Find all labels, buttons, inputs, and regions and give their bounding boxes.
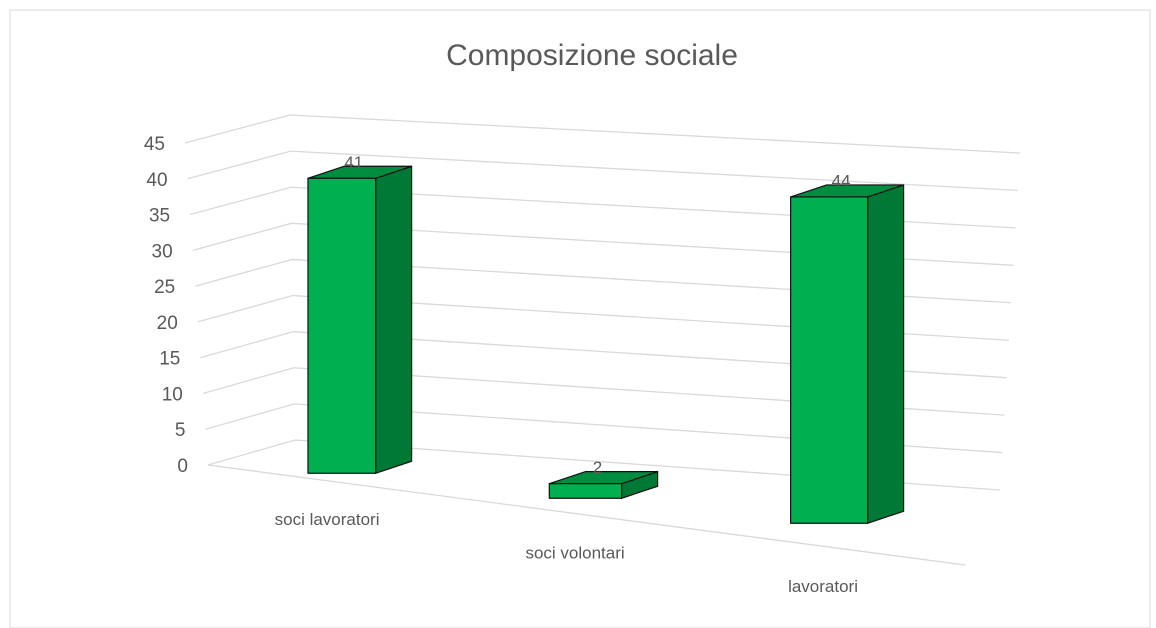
- grid-line: [207, 439, 1001, 491]
- y-tick-label: 25: [154, 277, 175, 298]
- value-label: 41: [344, 153, 363, 172]
- y-tick-label: 20: [157, 313, 178, 334]
- value-label: 44: [832, 171, 851, 190]
- bar-side: [375, 165, 413, 474]
- bar-side: [866, 184, 905, 524]
- chart-title: Composizione sociale: [446, 39, 738, 72]
- bar: [548, 483, 623, 499]
- y-tick-label: 30: [152, 241, 173, 262]
- bar: [790, 196, 869, 524]
- grid-line: [202, 367, 1005, 416]
- grid-line: [189, 186, 1016, 229]
- floor-edge: [207, 464, 966, 566]
- grid-line: [184, 114, 1021, 154]
- grid-line: [205, 403, 1003, 454]
- grid-line: [195, 258, 1012, 304]
- x-tick-label: soci volontari: [525, 543, 624, 562]
- y-tick-label: 40: [146, 170, 167, 191]
- y-tick-label: 0: [177, 456, 188, 477]
- grid-line: [187, 150, 1018, 192]
- grid-line: [192, 222, 1014, 266]
- grid-line: [197, 294, 1009, 341]
- x-tick-label: soci lavoratori: [275, 510, 380, 529]
- y-tick-label: 10: [162, 384, 183, 405]
- y-tick-label: 15: [159, 349, 180, 370]
- x-tick-label: lavoratori: [788, 577, 858, 596]
- y-tick-label: 45: [144, 134, 165, 155]
- y-tick-label: 5: [175, 420, 186, 441]
- bar: [307, 177, 377, 474]
- value-label: 2: [593, 458, 602, 477]
- y-tick-label: 35: [149, 206, 170, 227]
- grid-line: [200, 331, 1007, 379]
- chart-frame: [9, 9, 1151, 628]
